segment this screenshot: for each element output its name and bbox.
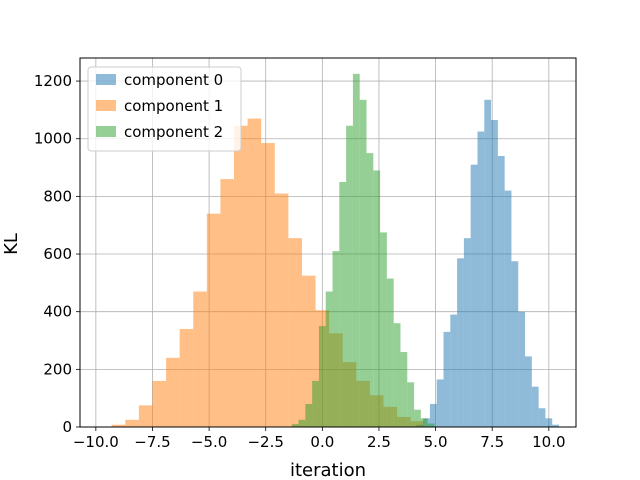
histogram-bar xyxy=(152,380,167,427)
y-tick-label: 600 xyxy=(43,245,72,263)
x-tick-label: −7.5 xyxy=(134,433,170,451)
histogram-bar xyxy=(545,418,553,427)
histogram-bar xyxy=(484,99,492,427)
histogram-bar xyxy=(339,181,347,427)
histogram-bar xyxy=(234,125,248,427)
x-tick-label: 2.5 xyxy=(367,433,391,451)
y-tick-label: 200 xyxy=(43,360,72,378)
x-tick-label: 0.0 xyxy=(310,433,334,451)
histogram-bar xyxy=(386,278,394,427)
histogram-bar xyxy=(525,356,532,427)
histogram-bar xyxy=(477,131,485,427)
histogram-bar xyxy=(400,352,408,427)
x-axis-ticks: −10.0 −7.5 −5.0 −2.5 0.0 2.5 5.0 7.5 10.0 xyxy=(73,427,566,451)
histogram-bar xyxy=(166,357,180,427)
legend-label: component 2 xyxy=(124,123,223,141)
histogram-bar xyxy=(288,238,302,427)
x-tick-label: −5.0 xyxy=(191,433,227,451)
histogram-bar xyxy=(552,424,560,427)
histogram-bar xyxy=(366,153,374,427)
histogram-bar xyxy=(298,419,306,427)
series-2-bars xyxy=(291,73,435,427)
histogram-bar xyxy=(179,328,194,427)
histogram-bar xyxy=(206,213,221,427)
histogram-bar xyxy=(125,419,139,427)
x-tick-label: −10.0 xyxy=(73,433,119,451)
histogram-bar xyxy=(261,143,275,427)
legend-swatch xyxy=(96,100,116,111)
legend-label: component 0 xyxy=(124,71,223,89)
histogram-bar xyxy=(380,232,387,427)
histogram-bar xyxy=(538,408,546,427)
y-tick-label: 0 xyxy=(62,418,72,436)
histogram-bar xyxy=(531,386,539,427)
histogram-bar xyxy=(138,405,153,427)
histogram-bar xyxy=(274,193,289,427)
histogram-bar xyxy=(220,179,235,427)
histogram-bar xyxy=(518,311,526,427)
histogram-bar xyxy=(352,73,360,427)
histogram-bar xyxy=(291,424,299,427)
series-0-bars xyxy=(416,99,560,427)
y-axis-ticks: 0 200 400 600 800 1000 1200 xyxy=(34,72,80,436)
histogram-bar xyxy=(491,119,498,427)
histogram-bar xyxy=(450,314,458,427)
x-tick-label: −2.5 xyxy=(247,433,283,451)
histogram-bar xyxy=(443,331,451,427)
legend-swatch xyxy=(96,126,116,137)
histogram-bar xyxy=(325,291,333,427)
histogram-bars xyxy=(111,73,560,427)
y-tick-label: 1000 xyxy=(34,130,72,148)
histogram-bar xyxy=(393,323,401,427)
y-axis-label: KL xyxy=(1,233,22,255)
histogram-bar xyxy=(312,380,319,427)
histogram-bar xyxy=(463,238,471,427)
y-tick-label: 400 xyxy=(43,303,72,321)
x-tick-label: 5.0 xyxy=(424,433,448,451)
histogram-bar xyxy=(407,382,415,427)
histogram-bar xyxy=(511,261,519,427)
legend: component 0 component 1 component 2 xyxy=(87,66,242,152)
histogram-bar xyxy=(457,258,464,427)
histogram-bar xyxy=(247,118,262,427)
histogram-bar xyxy=(427,423,435,427)
histogram-bar xyxy=(470,164,478,427)
histogram-bar xyxy=(497,156,505,427)
histogram-bar xyxy=(346,125,353,427)
x-tick-label: 7.5 xyxy=(480,433,504,451)
plot-frame xyxy=(79,57,577,428)
legend-label: component 1 xyxy=(124,97,223,115)
histogram-bar xyxy=(420,418,428,427)
histogram-bar xyxy=(305,403,313,427)
histogram-bar xyxy=(193,291,207,427)
histogram-bar xyxy=(111,424,126,427)
histogram-bar xyxy=(318,326,326,427)
x-axis-label: iteration xyxy=(290,460,366,480)
x-tick-label: 10.0 xyxy=(532,433,565,451)
histogram-bar xyxy=(414,409,421,427)
histogram-bar xyxy=(429,403,437,427)
histogram-bar xyxy=(373,170,381,427)
histogram-bar xyxy=(504,190,512,427)
legend-box xyxy=(87,66,242,152)
y-tick-label: 1200 xyxy=(34,72,72,90)
histogram-bar xyxy=(436,379,444,427)
y-tick-label: 800 xyxy=(43,187,72,205)
histogram-bar xyxy=(359,99,367,427)
legend-swatch xyxy=(96,74,116,85)
histogram-bar xyxy=(332,251,340,427)
